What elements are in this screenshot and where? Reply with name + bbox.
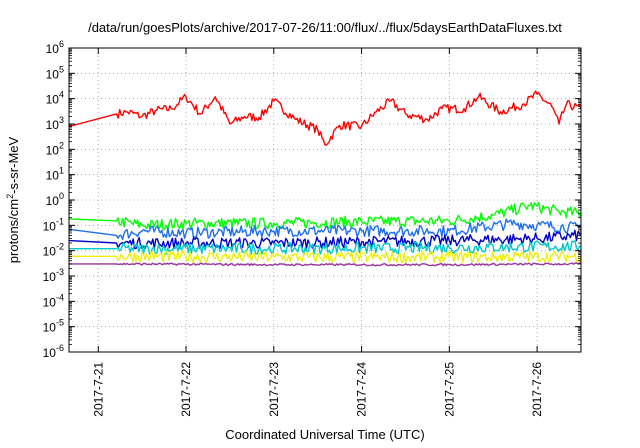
y-tick-label: 103 (46, 115, 64, 132)
series-line-7 (69, 262, 582, 267)
series-line-2 (68, 201, 582, 231)
y-tick-exponent: 1 (59, 166, 64, 176)
x-tick-label: 2017-7-21 (91, 362, 105, 417)
y-tick-base: 10 (46, 118, 60, 132)
y-tick-exponent: -3 (56, 267, 64, 277)
y-tick-exponent: 5 (59, 64, 64, 74)
y-tick-label: 10-1 (43, 216, 64, 233)
y-tick-exponent: -2 (56, 242, 64, 252)
series-line-1 (68, 90, 582, 146)
x-tick-label: 2017-7-25 (442, 362, 456, 417)
y-tick-label: 10-5 (43, 318, 64, 335)
y-tick-base: 10 (43, 295, 57, 309)
y-tick-base: 10 (43, 245, 57, 259)
chart-title: /data/run/goesPlots/archive/2017-07-26/1… (88, 20, 562, 35)
series-line-5 (69, 240, 582, 255)
y-tick-exponent: -1 (56, 216, 64, 226)
x-axis-label: Coordinated Universal Time (UTC) (225, 427, 424, 442)
x-tick-label: 2017-7-22 (179, 362, 193, 417)
y-tick-base: 10 (43, 219, 57, 233)
series-line-4 (68, 229, 582, 250)
y-tick-label: 102 (46, 140, 64, 157)
y-tick-base: 10 (46, 169, 60, 183)
y-tick-label: 10-4 (43, 292, 64, 309)
y-tick-label: 104 (46, 90, 64, 107)
y-tick-base: 10 (43, 346, 57, 360)
y-tick-base: 10 (46, 42, 60, 56)
series-layer (68, 90, 582, 267)
label-layer: 10-610-510-410-310-210-11001011021031041… (43, 39, 544, 417)
y-tick-label: 10-3 (43, 267, 64, 284)
y-tick-base: 10 (46, 143, 60, 157)
y-tick-base: 10 (46, 194, 60, 208)
y-tick-exponent: 3 (59, 115, 64, 125)
x-tick-label: 2017-7-24 (355, 362, 369, 417)
y-tick-exponent: -5 (56, 318, 64, 328)
y-tick-label: 10-2 (43, 242, 64, 259)
tick-layer (69, 47, 581, 353)
y-tick-base: 10 (43, 270, 57, 284)
y-tick-label: 101 (46, 166, 64, 183)
x-tick-label: 2017-7-26 (530, 362, 544, 417)
y-tick-label: 105 (46, 64, 64, 81)
y-axis-label-sup: 2 (5, 194, 15, 199)
y-tick-exponent: 0 (59, 191, 64, 201)
y-tick-label: 100 (46, 191, 64, 208)
y-tick-label: 10-6 (43, 343, 64, 360)
y-tick-base: 10 (43, 321, 57, 335)
x-tick-label: 2017-7-23 (267, 362, 281, 417)
y-tick-exponent: 2 (59, 140, 64, 150)
y-axis-label-post: -s-sr-MeV (6, 136, 21, 193)
y-axis-label-pre: protons/cm (6, 199, 21, 263)
y-tick-base: 10 (46, 93, 60, 107)
y-axis-label: protons/cm2-s-sr-MeV (5, 136, 21, 263)
y-tick-base: 10 (46, 67, 60, 81)
y-tick-exponent: -6 (56, 343, 64, 353)
y-tick-exponent: -4 (56, 292, 64, 302)
y-tick-label: 106 (46, 39, 64, 56)
series-line-6 (69, 250, 582, 264)
y-tick-exponent: 4 (59, 90, 64, 100)
y-tick-exponent: 6 (59, 39, 64, 49)
